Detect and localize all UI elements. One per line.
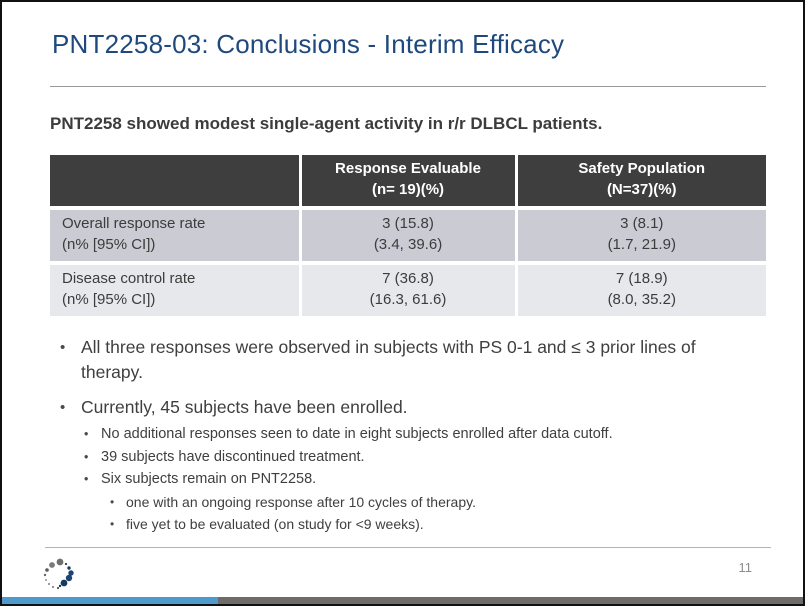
bullet-marker: • [60,398,66,416]
cell-line: 7 (36.8) [382,270,434,287]
table-header-row: Response Evaluable (n= 19)(%) Safety Pop… [50,155,766,206]
header-cell-empty [50,155,299,206]
bullet-marker: • [84,449,89,464]
bullet-text: Currently, 45 subjects have been enrolle… [81,396,408,417]
table-row-overall-response: Overall response rate (n% [95% CI]) 3 (1… [50,210,766,261]
slide-subtitle: PNT2258 showed modest single-agent activ… [50,114,603,133]
header-line: (n= 19)(%) [371,181,445,198]
cell-line: Disease control rate [62,270,196,287]
bullet-text: one with an ongoing response after 10 cy… [126,493,476,510]
bullet-subitem: • 39 subjects have discontinued treatmen… [84,446,782,468]
row-label-cell: Disease control rate (n% [95% CI]) [50,265,299,316]
footer-bar-blue-segment [2,597,218,604]
cell-line: 7 (18.9) [615,270,668,287]
cell-line: (n% [95% CI]) [62,236,156,253]
bullet-text: 39 subjects have discontinued treatment. [101,448,365,465]
cell-line: (n% [95% CI]) [62,291,156,308]
bullet-subitem: • No additional responses seen to date i… [84,423,782,445]
cell-line: (8.0, 35.2) [607,291,676,308]
cell-line: 3 (15.8) [382,215,434,232]
cell-line: (1.7, 21.9) [607,236,676,253]
response-evaluable-cell: 3 (15.8) (3.4, 39.6) [301,210,515,261]
bullet-subitem: • Six subjects remain on PNT2258. [84,468,782,490]
page-number: 11 [738,560,753,575]
footer-divider [45,547,771,548]
cell-line: (3.4, 39.6) [373,236,443,253]
bullet-item: • Currently, 45 subjects have been enrol… [60,395,782,420]
cell-line: Overall response rate [62,215,206,232]
bullet-text: Six subjects remain on PNT2258. [101,471,317,488]
bullet-item: • All three responses were observed in s… [60,335,782,386]
header-line: Response Evaluable [335,160,481,177]
bullet-marker: • [84,472,89,487]
bullet-subsubitem: • one with an ongoing response after 10 … [110,491,782,513]
dotted-circle-logo-icon [43,558,74,589]
response-evaluable-cell: 7 (36.8) (16.3, 61.6) [301,265,515,316]
bullet-marker: • [110,494,115,509]
efficacy-results-table: Response Evaluable (n= 19)(%) Safety Pop… [47,151,769,320]
row-label-cell: Overall response rate (n% [95% CI]) [50,210,299,261]
title-divider [50,86,766,87]
cell-line: 3 (8.1) [620,215,664,232]
bullet-text: All three responses were observed in sub… [81,337,696,383]
footer-accent-bar [2,597,803,604]
safety-population-cell: 3 (8.1) (1.7, 21.9) [517,210,766,261]
bullet-subsubitem: • five yet to be evaluated (on study for… [110,513,782,535]
bullet-text: No additional responses seen to date in … [101,426,613,443]
header-line: (N=37)(%) [606,181,677,198]
footer-bar-gray-segment [218,597,803,604]
table-row-disease-control: Disease control rate (n% [95% CI]) 7 (36… [50,265,766,316]
header-line: Safety Population [578,160,706,177]
safety-population-cell: 7 (18.9) (8.0, 35.2) [517,265,766,316]
bullet-text: five yet to be evaluated (on study for <… [126,515,424,532]
header-cell-response-evaluable: Response Evaluable (n= 19)(%) [301,155,515,206]
bullet-marker: • [110,516,115,531]
bullet-marker: • [84,427,89,442]
header-cell-safety-population: Safety Population (N=37)(%) [517,155,766,206]
slide-title: PNT2258-03: Conclusions - Interim Effica… [52,29,565,59]
cell-line: (16.3, 61.6) [369,291,447,308]
bullet-marker: • [60,339,66,356]
conclusions-bullet-list: • All three responses were observed in s… [2,335,782,535]
